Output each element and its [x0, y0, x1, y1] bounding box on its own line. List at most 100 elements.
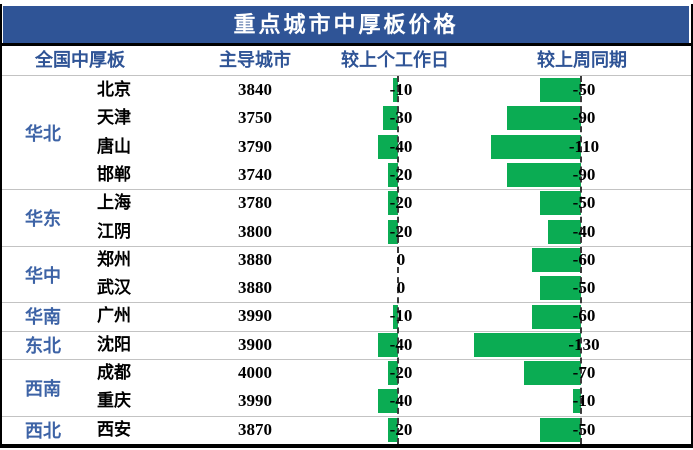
day-change-bar — [378, 135, 398, 159]
region-label: 西南 — [25, 378, 61, 399]
price-value: 3750 — [238, 108, 272, 127]
price-value: 4000 — [238, 363, 272, 382]
price-value: 3740 — [238, 165, 272, 184]
city-name: 邯郸 — [97, 165, 131, 184]
day-change-value: -30 — [389, 108, 413, 127]
week-change-value: -50 — [572, 420, 596, 439]
table-title: 重点城市中厚板价格 — [3, 6, 689, 43]
city-name: 上海 — [97, 193, 131, 212]
region-group-separator — [2, 331, 691, 332]
city-name: 郑州 — [97, 250, 131, 269]
week-change-bar — [548, 220, 581, 244]
week-change-value: -60 — [572, 250, 596, 269]
day-change-value: -20 — [389, 222, 413, 241]
city-name: 成都 — [97, 363, 131, 382]
day-change-bar — [393, 78, 398, 102]
week-change-bar — [540, 191, 581, 215]
week-change-value: -70 — [572, 363, 596, 382]
day-change-bar — [388, 361, 398, 385]
day-change-value: -20 — [389, 165, 413, 184]
week-change-bar — [573, 389, 581, 413]
city-name: 北京 — [97, 80, 131, 99]
day-change-bar — [393, 305, 398, 329]
column-header-region: 全国中厚板 — [35, 50, 125, 70]
region-label: 东北 — [25, 336, 61, 356]
week-change-value: -40 — [572, 222, 596, 241]
day-change-bar — [388, 220, 398, 244]
region-group-separator — [2, 189, 691, 190]
title-underline — [1, 43, 692, 46]
day-change-value: -20 — [389, 193, 413, 212]
city-name: 唐山 — [97, 137, 131, 156]
zero-axis-week — [580, 76, 582, 444]
region-label: 华中 — [25, 265, 61, 286]
region-group-separator — [2, 359, 691, 360]
price-value: 3900 — [238, 335, 272, 354]
region-label: 西北 — [25, 421, 61, 441]
day-change-value: -40 — [389, 335, 413, 354]
day-change-value: 0 — [396, 278, 406, 297]
price-value: 3800 — [238, 222, 272, 241]
region-label: 华东 — [25, 208, 61, 229]
city-name: 西安 — [97, 420, 131, 439]
week-change-value: -110 — [568, 137, 600, 156]
week-change-value: -10 — [572, 391, 596, 410]
day-change-value: -20 — [389, 420, 413, 439]
week-change-bar — [507, 106, 581, 130]
day-change-value: -40 — [389, 391, 413, 410]
price-value: 3990 — [238, 306, 272, 325]
city-name: 天津 — [97, 108, 131, 127]
day-change-bar — [378, 333, 398, 357]
day-change-bar — [388, 163, 398, 187]
column-header-week-change: 较上周同期 — [537, 50, 627, 70]
day-change-value: -40 — [389, 137, 413, 156]
column-header-day-change: 较上个工作日 — [341, 50, 449, 70]
city-name: 沈阳 — [97, 335, 131, 354]
price-value: 3790 — [238, 137, 272, 156]
week-change-bar — [491, 135, 581, 159]
week-change-value: -60 — [572, 306, 596, 325]
week-change-bar — [540, 276, 581, 300]
day-change-bar — [388, 191, 398, 215]
week-change-value: -90 — [572, 108, 596, 127]
price-value: 3840 — [238, 80, 272, 99]
table-border-right — [691, 4, 693, 448]
price-value: 3880 — [238, 278, 272, 297]
city-name: 江阴 — [97, 222, 131, 241]
zero-axis-day — [397, 76, 399, 444]
price-value: 3780 — [238, 193, 272, 212]
week-change-value: -90 — [572, 165, 596, 184]
week-change-value: -50 — [572, 278, 596, 297]
region-label: 华北 — [25, 123, 61, 144]
city-name: 重庆 — [97, 391, 131, 410]
table-border-left — [0, 4, 2, 448]
header-separator — [2, 75, 691, 76]
price-value: 3990 — [238, 391, 272, 410]
day-change-value: 0 — [396, 250, 406, 269]
day-change-bar — [378, 389, 398, 413]
week-change-bar — [474, 333, 581, 357]
week-change-bar — [540, 418, 581, 442]
city-name: 武汉 — [97, 278, 131, 297]
column-header-price: 主导城市 — [219, 50, 291, 70]
week-change-bar — [540, 78, 581, 102]
day-change-bar — [383, 106, 398, 130]
region-group-separator — [2, 416, 691, 417]
region-group-separator — [2, 246, 691, 247]
price-value: 3880 — [238, 250, 272, 269]
day-change-value: -10 — [389, 80, 413, 99]
region-group-separator — [2, 302, 691, 303]
week-change-bar — [532, 248, 581, 272]
day-change-value: -10 — [389, 306, 413, 325]
week-change-bar — [507, 163, 581, 187]
week-change-bar — [532, 305, 581, 329]
day-change-bar — [388, 418, 398, 442]
day-change-value: -20 — [389, 363, 413, 382]
region-label: 华南 — [25, 307, 61, 327]
week-change-bar — [524, 361, 581, 385]
week-change-value: -50 — [572, 193, 596, 212]
week-change-value: -130 — [568, 335, 600, 354]
week-change-value: -50 — [572, 80, 596, 99]
city-name: 广州 — [97, 306, 131, 325]
